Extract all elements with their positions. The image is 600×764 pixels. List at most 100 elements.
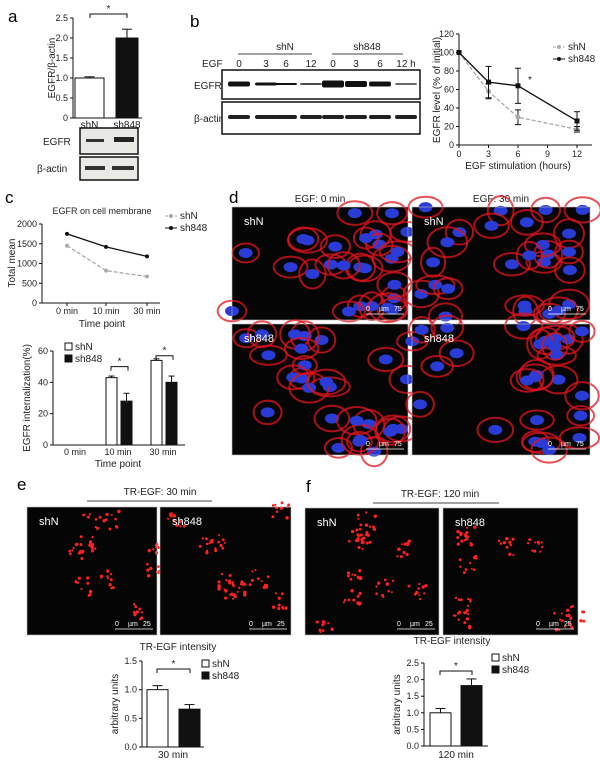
y-tick-label: 2.5: [55, 13, 68, 23]
nucleus: [529, 369, 544, 380]
egfr-stain: [530, 436, 568, 464]
timepoint-label: 0: [330, 59, 336, 70]
tr-egf-puncta: [567, 622, 571, 626]
tr-egf-puncta: [459, 532, 463, 536]
egfr-band: [369, 81, 391, 87]
tr-egf-puncta: [172, 514, 177, 518]
scale-unit: µm: [262, 621, 272, 628]
y-tick-label: 2.0: [406, 675, 419, 685]
egf-label: EGF: [202, 59, 223, 70]
tr-egf-puncta: [88, 543, 92, 547]
tr-egf-puncta: [243, 583, 247, 586]
tr-egf-puncta: [402, 550, 406, 555]
egfr-stain: [323, 437, 354, 459]
bar-sh848-30 min: [165, 381, 178, 446]
tr-egf-puncta: [463, 621, 467, 625]
tr-egf-puncta: [77, 576, 81, 580]
tr-egf-puncta: [94, 518, 98, 521]
tr-egf-puncta: [467, 624, 472, 629]
actin-band: [369, 115, 391, 119]
tr-egf-puncta: [108, 527, 112, 531]
y-tick-label: 0: [63, 113, 68, 123]
tr-egf-puncta: [318, 628, 322, 632]
tr-egf-puncta: [532, 549, 537, 553]
tr-egf-puncta: [138, 607, 142, 611]
tr-egf-puncta: [563, 625, 567, 628]
tr-egf-puncta: [74, 579, 77, 583]
point-shN: [65, 243, 69, 248]
tr-egf-puncta: [456, 536, 460, 540]
nucleus: [361, 419, 376, 430]
legend-swatch: [201, 659, 210, 668]
y-tick-label: 1.5: [124, 656, 137, 666]
egfr-band: [322, 80, 344, 88]
line-sh848: [458, 52, 578, 122]
point-sh848: [104, 244, 108, 249]
tr-egf-puncta: [526, 541, 530, 545]
significance-star: *: [107, 4, 111, 15]
nucleus: [400, 226, 415, 237]
tr-egf-puncta: [405, 552, 409, 557]
tr-egf-puncta: [368, 525, 372, 528]
tr-egf-puncta: [284, 606, 288, 610]
scale-0: 0: [536, 621, 540, 628]
tr-egf-puncta: [351, 573, 354, 576]
tr-egf-puncta: [80, 557, 84, 560]
micrograph-d-shn-0: shN 0 µm 75: [216, 200, 426, 324]
egfr-band: [228, 81, 250, 87]
x-tick-label: shN: [81, 120, 99, 131]
scale-max: 75: [576, 441, 584, 448]
micrograph-border: [411, 206, 591, 321]
egfr-stain: [367, 346, 405, 373]
x-tick-label: 0 min: [64, 447, 86, 457]
tr-egf-puncta: [360, 540, 365, 545]
nucleus: [383, 426, 398, 437]
nucleus: [328, 241, 343, 252]
tr-egf-puncta: [457, 598, 461, 601]
tr-egf-puncta: [505, 545, 509, 549]
tr-egf-puncta: [417, 587, 420, 590]
egfr-band: [275, 83, 297, 85]
x-tick-label: 30 min: [149, 447, 176, 457]
tr-egf-puncta: [149, 566, 153, 571]
tr-egf-puncta: [275, 506, 279, 510]
y-tick-label: 120: [439, 29, 454, 39]
timepoint-label: 3: [263, 59, 269, 70]
y-tick-label: 0: [449, 140, 454, 150]
tr-egf-puncta: [347, 598, 351, 602]
tr-egf-puncta: [277, 603, 281, 607]
micrograph-border: [231, 323, 409, 456]
scale-0: 0: [548, 441, 552, 448]
tr-egf-puncta: [352, 598, 356, 602]
tr-egf-puncta: [356, 601, 360, 605]
tr-egf-puncta: [166, 517, 170, 520]
tr-egf-puncta: [205, 549, 209, 553]
tr-egf-puncta: [560, 619, 564, 623]
line-shN: [66, 245, 148, 278]
egfr-stain: [336, 200, 374, 226]
nucleus: [562, 228, 577, 239]
tr-egf-puncta: [315, 620, 319, 624]
x-tick-label: 9: [545, 149, 550, 159]
line-shN: [458, 52, 578, 130]
nucleus: [390, 246, 405, 257]
tr-egf-puncta: [559, 618, 562, 621]
egfr-stain: [408, 316, 436, 344]
egfr-stain: [331, 300, 367, 323]
tr-egf-puncta: [407, 584, 411, 588]
nucleus: [413, 399, 428, 410]
egfr-stain: [426, 226, 469, 259]
egfr-stain: [504, 294, 545, 317]
nucleus: [493, 205, 508, 216]
tr-egf-puncta: [528, 538, 532, 541]
tr-egf-puncta: [201, 537, 205, 540]
tr-egf-puncta: [346, 571, 351, 575]
tr-egf-puncta: [98, 515, 102, 519]
tr-egf-puncta: [80, 588, 83, 591]
y-tick-label: 80: [444, 66, 454, 76]
tr-egf-puncta: [254, 569, 257, 572]
legend-marker: [169, 226, 173, 230]
tr-egf-puncta: [238, 586, 241, 589]
blot-b: [221, 69, 421, 135]
tr-egf-puncta: [88, 513, 92, 516]
